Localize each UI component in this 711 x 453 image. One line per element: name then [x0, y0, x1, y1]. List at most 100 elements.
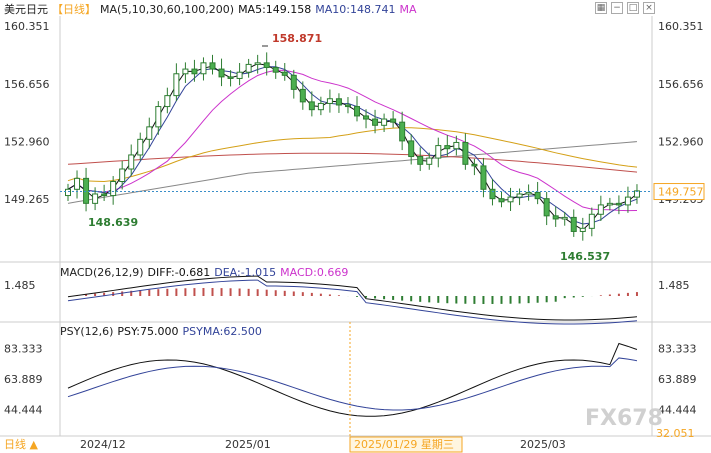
- macd-dea-line: [67, 279, 638, 325]
- macd-dea: DEA:-1.015: [214, 266, 277, 279]
- candle-down: [615, 202, 622, 206]
- candle-down: [363, 115, 370, 120]
- macd-diff-line: [67, 275, 638, 321]
- candle-up: [254, 62, 261, 65]
- period-label[interactable]: 【日线】: [52, 3, 96, 16]
- candle-up: [579, 227, 586, 232]
- candle-up: [426, 157, 433, 165]
- x-axis-label: 2024/12: [80, 438, 126, 451]
- candle-down: [101, 193, 108, 197]
- candle-up: [137, 138, 144, 156]
- candle-down: [552, 215, 559, 220]
- candle-down: [390, 118, 397, 123]
- candle-up: [173, 73, 180, 97]
- psy-line: [67, 342, 638, 417]
- candle-up: [146, 126, 153, 140]
- ma100-line: [67, 152, 638, 173]
- psy-value: PSY:75.000: [117, 325, 179, 338]
- candle-down: [462, 141, 469, 165]
- square-icon[interactable]: □: [627, 2, 639, 14]
- candle-up: [435, 145, 442, 159]
- candle-up: [110, 180, 117, 197]
- candle-up: [164, 95, 171, 108]
- ma5-line: [67, 63, 638, 231]
- candle-up: [245, 63, 252, 73]
- candle-up: [633, 190, 640, 198]
- minus-icon[interactable]: −: [611, 2, 623, 14]
- candle-up: [624, 196, 631, 206]
- psy-y-tick-right: 44.444: [658, 403, 697, 416]
- macd-header: MACD(26,12,9) DIFF:-0.681 DEA:-1.015 MACD:0…: [60, 266, 352, 280]
- candle-up: [128, 154, 135, 170]
- candle-down: [480, 165, 487, 190]
- candle-down: [570, 216, 577, 232]
- grid-icon[interactable]: ▦: [595, 2, 607, 14]
- ma30-line: [67, 69, 638, 212]
- macd-value: MACD:0.669: [280, 266, 349, 279]
- candle-down: [209, 62, 216, 70]
- macd-y-tick-left: 1.485: [4, 279, 36, 292]
- candle-up: [65, 188, 71, 197]
- candle-down: [290, 74, 297, 90]
- candle-down: [543, 198, 550, 217]
- main-y-tick-left: 160.351: [4, 20, 50, 33]
- ma-more-label[interactable]: MA: [399, 3, 417, 16]
- candle-up: [92, 193, 99, 204]
- psyma-line: [67, 357, 638, 411]
- main-y-tick-right: 160.351: [658, 20, 704, 33]
- psy-y-tick-right: 83.333: [658, 342, 697, 355]
- candle-down: [272, 67, 279, 73]
- psy-y-tick-low: 32.051: [656, 427, 695, 440]
- candle-up: [182, 68, 189, 75]
- candle-down: [83, 177, 90, 204]
- psy-y-tick-left: 44.444: [4, 403, 43, 416]
- psy-y-tick-left: 63.889: [4, 373, 43, 386]
- period-toggle-button: 日线 ▲: [4, 437, 38, 451]
- main-y-tick-left: 152.960: [4, 136, 50, 149]
- macd-y-tick-right: 1.485: [658, 279, 690, 292]
- ma5-value: MA5:149.158: [238, 3, 312, 16]
- ma200-line: [67, 141, 638, 204]
- candle-up: [326, 98, 333, 104]
- low-annotation: 146.537: [560, 250, 610, 263]
- ma60-line: [67, 127, 638, 183]
- candle-down: [227, 76, 234, 79]
- candle-up: [453, 141, 460, 150]
- main-y-tick-left: 149.265: [4, 193, 50, 206]
- ma10-value: MA10:148.741: [315, 3, 396, 16]
- main-y-tick-left: 156.656: [4, 78, 50, 91]
- panel-toolbar: ▦ − □ ×: [595, 2, 655, 14]
- main-y-tick-right: 152.960: [658, 136, 704, 149]
- candle-down: [399, 121, 406, 142]
- psy-header: PSY(12,6) PSY:75.000 PSYMA:62.500: [60, 325, 266, 339]
- candle-down: [308, 101, 315, 111]
- macd-title: MACD(26,12,9): [60, 266, 144, 279]
- candle-down: [354, 106, 360, 117]
- ma-indicator-label[interactable]: MA(5,10,30,60,100,200): [100, 3, 235, 16]
- psy-y-tick-right: 63.889: [658, 373, 697, 386]
- candle-up: [317, 102, 324, 111]
- main-header: 美元日元 【日线】 MA(5,10,30,60,100,200) MA5:149.15…: [4, 3, 421, 17]
- high-annotation: 158.871: [272, 32, 322, 45]
- candle-down: [263, 62, 270, 69]
- macd-diff: DIFF:-0.681: [147, 266, 211, 279]
- close-icon[interactable]: ×: [643, 2, 655, 14]
- symbol-label: 美元日元: [4, 3, 48, 16]
- candle-up: [381, 118, 388, 126]
- candle-up: [606, 202, 613, 206]
- candle-down: [372, 118, 379, 126]
- candle-down: [489, 188, 496, 200]
- current-price-label: 149.757: [658, 186, 704, 199]
- ma10-line: [67, 66, 638, 225]
- main-y-tick-right: 156.656: [658, 78, 704, 91]
- candle-down: [218, 68, 225, 78]
- candle-down: [299, 88, 306, 103]
- candle-up: [507, 196, 514, 203]
- candle-up: [525, 191, 532, 195]
- candle-up: [597, 204, 604, 215]
- psyma-value: PSYMA:62.500: [182, 325, 262, 338]
- candle-down: [471, 163, 478, 167]
- candle-down: [408, 140, 415, 158]
- candle-down: [191, 68, 198, 75]
- candle-up: [516, 193, 523, 198]
